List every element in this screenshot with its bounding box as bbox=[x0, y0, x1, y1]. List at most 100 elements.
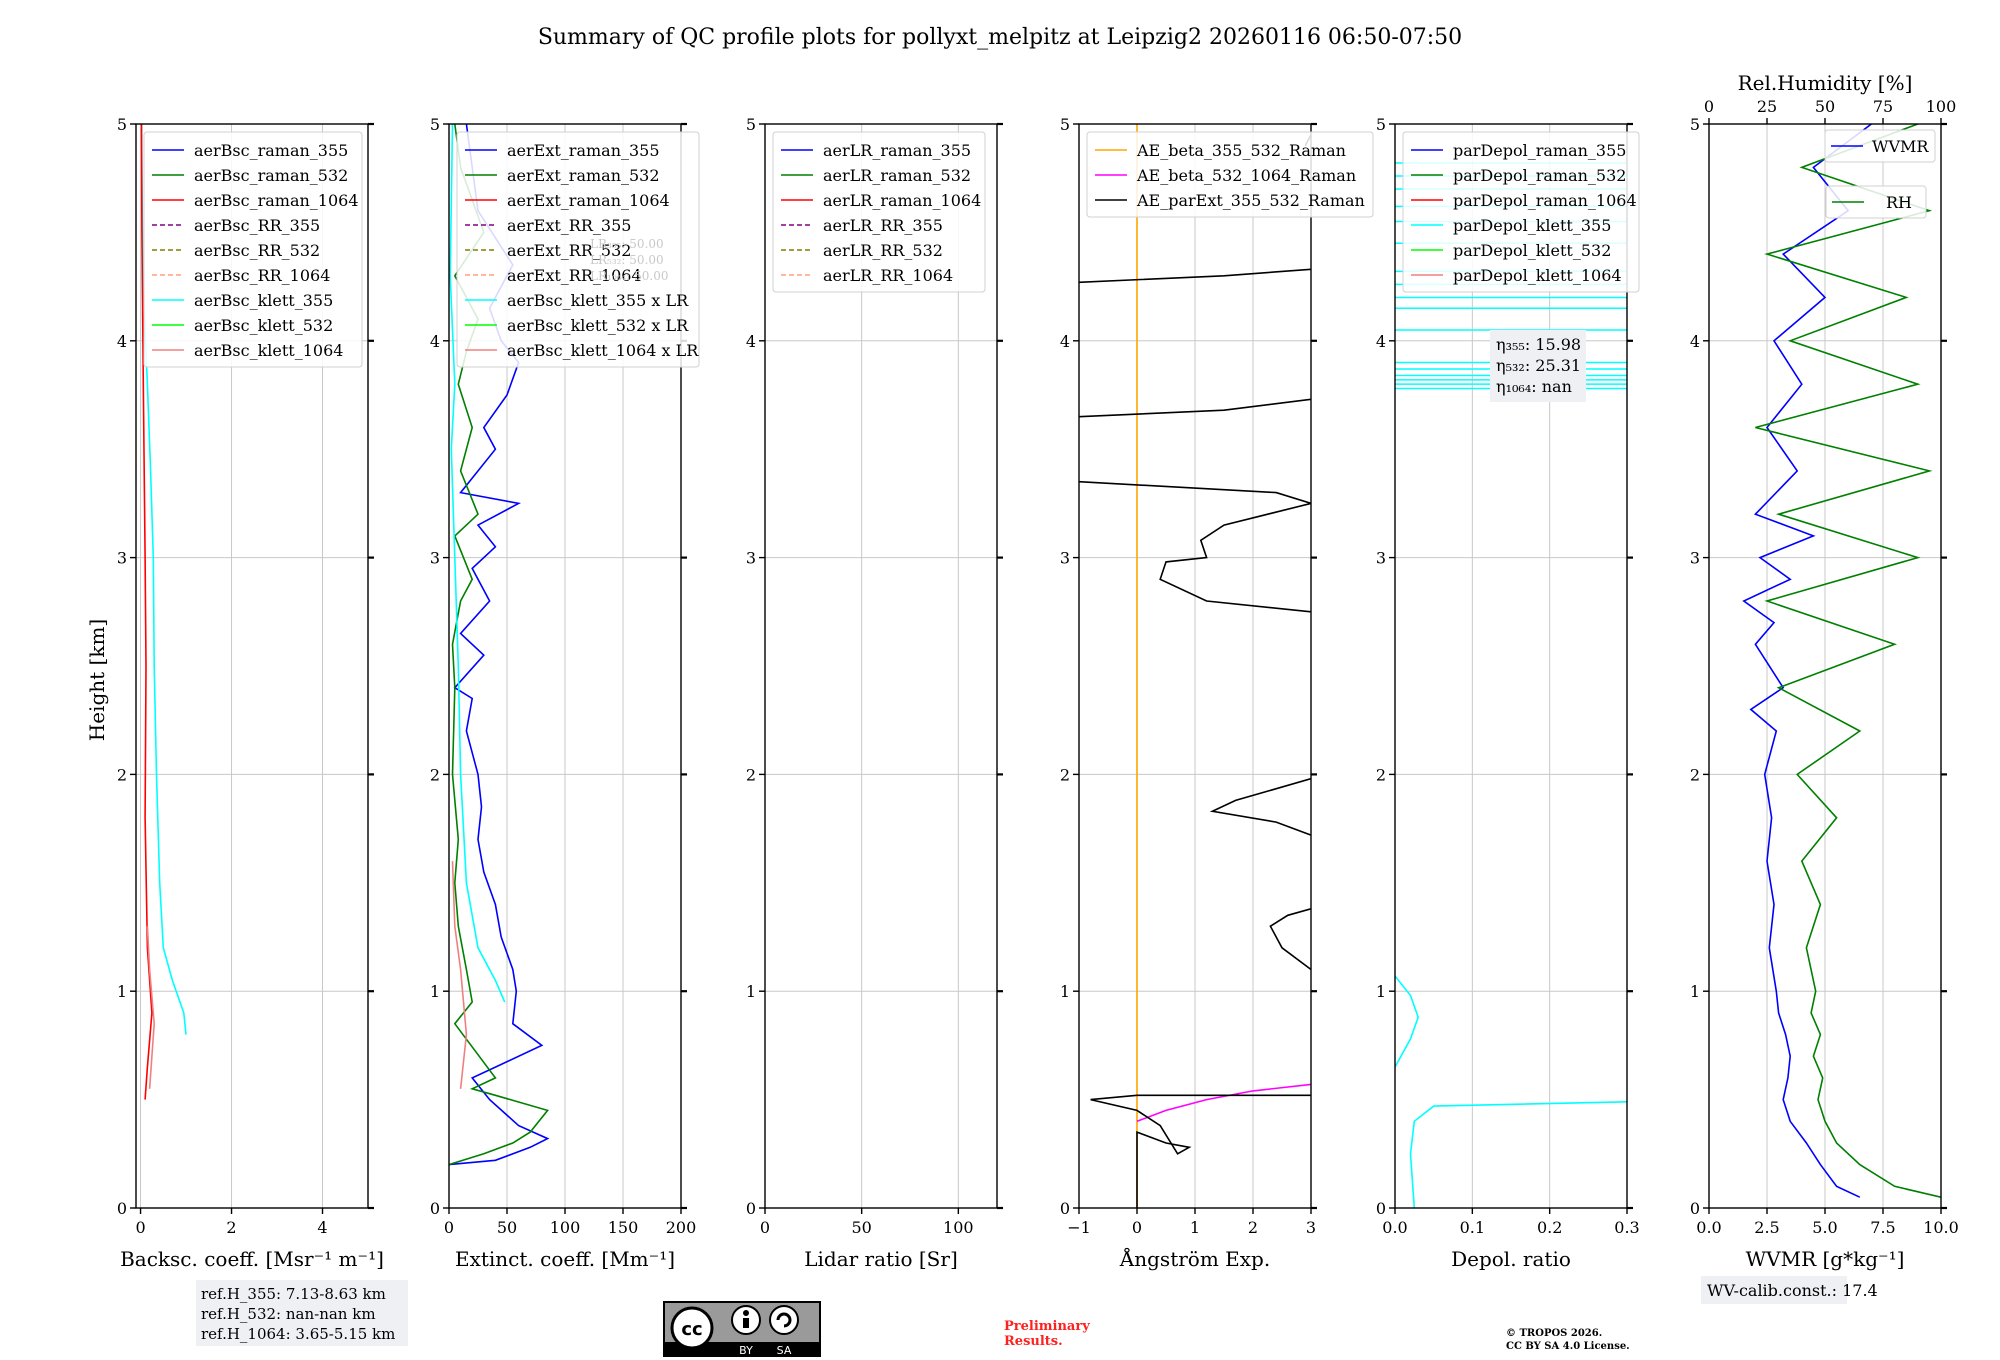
top-x-tick-label: 0 bbox=[1704, 97, 1714, 116]
legend: AE_beta_355_532_Raman AE_beta_532_1064_Ra… bbox=[1086, 131, 1374, 218]
data-layer bbox=[1742, 124, 1941, 1198]
y-tick-label: 3 bbox=[1060, 549, 1070, 568]
x-tick-label: 3 bbox=[1306, 1218, 1316, 1237]
legend-box bbox=[772, 131, 986, 293]
x-tick-label: 2.5 bbox=[1754, 1218, 1779, 1237]
y-tick-label: 4 bbox=[430, 332, 440, 351]
cc-license-badge: cc BY SA bbox=[663, 1301, 821, 1357]
ref-h-532: ref.H_532: nan-nan km bbox=[201, 1305, 376, 1323]
y-tick-label: 4 bbox=[746, 332, 756, 351]
x-tick-label: 50 bbox=[497, 1218, 517, 1237]
legend-label: aerBsc_klett_532 x LR bbox=[507, 316, 689, 335]
x-tick-label: 5.0 bbox=[1812, 1218, 1837, 1237]
figure-title: Summary of QC profile plots for pollyxt_… bbox=[538, 25, 1462, 50]
lr-annotation: LR₅₃₂: 50.00 bbox=[590, 253, 664, 267]
eta-label: η₅₃₂: 25.31 bbox=[1496, 356, 1581, 375]
lr-annotation: LR₁₀₆₄: 50.00 bbox=[590, 269, 668, 283]
x-tick-label: 0.2 bbox=[1537, 1218, 1562, 1237]
by-label: BY bbox=[739, 1344, 753, 1357]
x-tick-label: 100 bbox=[943, 1218, 974, 1237]
legend-label: parDepol_klett_355 bbox=[1453, 216, 1611, 235]
y-tick-label: 0 bbox=[430, 1199, 440, 1218]
legend-label: aerBsc_RR_1064 bbox=[194, 266, 330, 285]
cc-icon bbox=[670, 1306, 714, 1350]
legend-label: WVMR bbox=[1872, 137, 1929, 156]
x-tick-label: 0 bbox=[760, 1218, 770, 1237]
series-parDepol-klett-355-b bbox=[1395, 975, 1420, 1068]
legend-box bbox=[1086, 131, 1374, 218]
y-tick-label: 2 bbox=[117, 765, 127, 784]
preliminary-label: Preliminary bbox=[1004, 1319, 1090, 1334]
data-layer bbox=[1395, 162, 1627, 1208]
results-label: Results. bbox=[1004, 1334, 1063, 1349]
y-tick-label: 5 bbox=[117, 115, 127, 134]
legend: parDepol_raman_355 parDepol_raman_532 parD… bbox=[1402, 131, 1640, 293]
legend-label: aerBsc_klett_532 bbox=[194, 316, 333, 335]
legend-label: aerBsc_klett_355 bbox=[194, 291, 333, 310]
ref-box-bg bbox=[196, 1280, 408, 1346]
x-axis-label: WVMR [g*kg⁻¹] bbox=[1746, 1247, 1905, 1271]
legend-label: RH bbox=[1886, 193, 1912, 212]
legend-label: aerLR_RR_355 bbox=[823, 216, 943, 235]
copyright-line2: CC BY SA 4.0 License. bbox=[1506, 1341, 1630, 1352]
legend-label: AE_beta_532_1064_Raman bbox=[1136, 166, 1356, 185]
series-RH bbox=[1755, 124, 1941, 1198]
series-AE-parExt-355-532-Raman-b bbox=[1269, 908, 1311, 971]
x-tick-label: −1 bbox=[1067, 1218, 1091, 1237]
top-x-tick-label: 75 bbox=[1873, 97, 1893, 116]
y-axis-label: Height [km] bbox=[85, 619, 109, 741]
series-AE-parExt-355-532-Raman-d bbox=[1079, 480, 1311, 613]
series-AE-parExt-355-532-Raman-e bbox=[1079, 398, 1311, 418]
x-axis-label: Ångström Exp. bbox=[1119, 1246, 1270, 1271]
x-tick-label: 0.1 bbox=[1460, 1218, 1485, 1237]
y-tick-label: 1 bbox=[1376, 982, 1386, 1001]
x-axis-label: Backsc. coeff. [Msr⁻¹ m⁻¹] bbox=[120, 1247, 384, 1271]
y-tick-label: 2 bbox=[1060, 765, 1070, 784]
legend: aerLR_raman_355 aerLR_raman_532 aerLR_rama… bbox=[772, 131, 986, 293]
x-tick-label: 0 bbox=[135, 1218, 145, 1237]
x-axis-label: Depol. ratio bbox=[1451, 1247, 1571, 1271]
y-tick-label: 0 bbox=[1690, 1199, 1700, 1218]
x-tick-label: 0 bbox=[444, 1218, 454, 1237]
legend: WVMR RH bbox=[1824, 129, 1936, 219]
legend-label: aerExt_RR_532 bbox=[507, 241, 631, 260]
legend-box bbox=[1402, 131, 1640, 293]
legend-label: aerExt_raman_355 bbox=[507, 141, 660, 160]
y-tick-label: 4 bbox=[1376, 332, 1386, 351]
legend-label: aerLR_raman_1064 bbox=[823, 191, 981, 210]
sa-label: SA bbox=[777, 1344, 792, 1357]
series-parDepol-klett-355 bbox=[1409, 1101, 1627, 1208]
lr-annotation: LR₃₅₅: 50.00 bbox=[590, 237, 664, 251]
x-axis-label: Extinct. coeff. [Mm⁻¹] bbox=[455, 1247, 675, 1271]
copyright-line1: © TROPOS 2026. bbox=[1506, 1328, 1602, 1339]
y-tick-label: 3 bbox=[746, 549, 756, 568]
x-tick-label: 0 bbox=[1132, 1218, 1142, 1237]
legend-label: aerLR_RR_532 bbox=[823, 241, 943, 260]
series-AE-parExt-355-532-Raman-c bbox=[1209, 777, 1311, 836]
x-tick-label: 10.0 bbox=[1923, 1218, 1959, 1237]
y-tick-label: 0 bbox=[746, 1199, 756, 1218]
legend: aerExt_raman_355 aerExt_raman_532 aerExt_r… bbox=[456, 131, 700, 368]
legend-label: aerLR_raman_532 bbox=[823, 166, 971, 185]
eta-label: η₁₀₆₄: nan bbox=[1496, 377, 1572, 396]
legend-label: AE_parExt_355_532_Raman bbox=[1136, 191, 1365, 210]
top-x-tick-label: 100 bbox=[1926, 97, 1957, 116]
legend: aerBsc_raman_355 aerBsc_raman_532 aerBsc_r… bbox=[143, 131, 363, 368]
y-tick-label: 2 bbox=[430, 765, 440, 784]
panel-backscatter: 0 1 2 3 4 5 0 2 4 Backsc. coeff. [Msr⁻¹ m⁻¹] aerBs… bbox=[117, 115, 384, 1271]
y-tick-label: 1 bbox=[1060, 982, 1070, 1001]
top-x-tick-label: 25 bbox=[1757, 97, 1777, 116]
y-tick-label: 3 bbox=[1376, 549, 1386, 568]
data-layer bbox=[1079, 124, 1311, 1208]
series-aerBsc-klett-355-x-LR bbox=[449, 124, 506, 1003]
y-tick-label: 5 bbox=[430, 115, 440, 134]
top-axis-label: Rel.Humidity [%] bbox=[1738, 71, 1913, 95]
series-AE-parExt-355-532-Raman bbox=[1090, 1094, 1311, 1208]
series-AE-beta-532-1064-Raman bbox=[1136, 1083, 1311, 1123]
y-tick-label: 1 bbox=[117, 982, 127, 1001]
legend-label: parDepol_raman_355 bbox=[1453, 141, 1626, 160]
legend-label: aerLR_raman_355 bbox=[823, 141, 971, 160]
legend-label: aerExt_raman_532 bbox=[507, 166, 660, 185]
legend-label: aerBsc_klett_355 x LR bbox=[507, 291, 689, 310]
